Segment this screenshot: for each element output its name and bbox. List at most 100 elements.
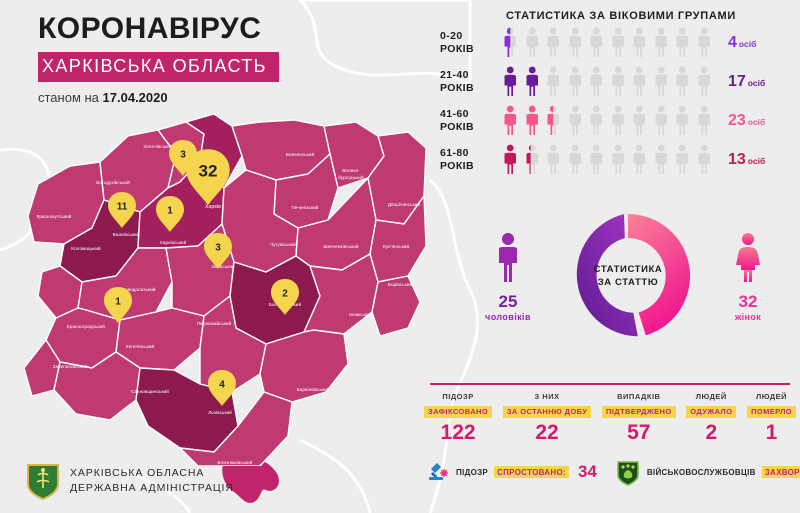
district-label: Зачепилівський [53, 363, 88, 369]
person-figure-icon [610, 66, 627, 97]
marker-value: 2 [282, 289, 288, 300]
person-figure-icon [610, 27, 627, 58]
district-label: Барвінківський [297, 386, 330, 392]
age-row: 61-80 РОКІВ 13 осіб [440, 141, 792, 178]
person-figure-icon [524, 27, 541, 58]
note-military: ВІЙСЬКОВОСЛУЖБОВЦІВ ЗАХВОРІЛО: 1 [615, 458, 800, 486]
age-row-label: 21-40 РОКІВ [440, 69, 502, 95]
age-count-block: 13 осіб [720, 151, 790, 169]
person-figure-icon [631, 105, 648, 136]
military-badge-icon [617, 461, 639, 486]
date-value: 17.04.2020 [102, 90, 168, 105]
age-count-number: 4 [728, 33, 737, 51]
age-range: 0-20 [440, 29, 463, 42]
person-figure-icon [674, 66, 691, 97]
admin-line-2: ДЕРЖАВНА АДМІНІСТРАЦІЯ [70, 482, 234, 494]
map-marker[interactable]: 32 [186, 149, 230, 206]
stat-cell: ЛЮДЕЙ ОДУЖАЛО 2 [686, 392, 737, 444]
marker-pin-shape [186, 149, 230, 206]
age-rows: 0-20 РОКІВ 4 осіб 21-40 РОКІВ 17 осіб 41-60 РОКІВ… [440, 24, 792, 178]
stat-top-label: ПІДОЗР [442, 392, 474, 401]
stats-divider [430, 383, 790, 385]
person-figure-icon [524, 66, 541, 97]
person-figure-icon [545, 144, 562, 175]
donut-center-line-1: СТАТИСТИКА [593, 263, 663, 275]
age-unit: РОКІВ [440, 42, 474, 55]
kharkiv-coat-of-arms-icon [27, 464, 59, 500]
donut-center-label: СТАТИСТИКА ЗА СТАТТЮ [560, 208, 696, 344]
marker-value: 4 [219, 380, 225, 391]
district-label: Краснокутський [37, 213, 72, 219]
map-marker[interactable]: 1 [104, 287, 132, 323]
stat-cell: ЛЮДЕЙ ПОМЕРЛО 1 [747, 392, 796, 443]
marker-value: 1 [167, 206, 173, 217]
person-figure-icon [653, 66, 670, 97]
district-label: Нововодолазький [116, 286, 155, 292]
map-marker[interactable]: 11 [108, 192, 136, 228]
district-borivskyi [371, 275, 421, 337]
map-marker[interactable]: 3 [204, 233, 232, 269]
stat-cell: ВИПАДКІВ ПІДТВЕРДЖЕНО 57 [602, 392, 676, 443]
stat-number: 22 [535, 421, 559, 444]
marker-value: 32 [199, 161, 218, 180]
district-label: Сахновщинський [131, 388, 169, 394]
date-line: станом на 17.04.2020 [38, 90, 279, 105]
male-count: 25 [498, 292, 518, 311]
person-figure-icon [631, 144, 648, 175]
person-figure-icon [567, 66, 584, 97]
person-figure-icon [631, 66, 648, 97]
person-figure-icon [502, 144, 519, 175]
note-refuted: ПІДОЗР СПРОСТОВАНО: 34 [424, 459, 597, 485]
person-figure-icon [502, 27, 519, 58]
donut-segment-female [628, 213, 691, 336]
marker-pin-shape [208, 370, 236, 406]
map-marker[interactable]: 1 [156, 196, 184, 232]
person-figure-icon [502, 105, 519, 136]
person-figure-icon [653, 105, 670, 136]
stat-highlight-label: ЗА ОСТАННЮ ДОБУ [502, 405, 592, 418]
map-marker[interactable]: 2 [271, 279, 299, 315]
age-row-label: 41-60 РОКІВ [440, 108, 502, 134]
age-range: 41-60 [440, 107, 469, 120]
age-range: 21-40 [440, 68, 469, 81]
stat-highlight-label: ОДУЖАЛО [686, 405, 737, 418]
age-count-unit: осіб [747, 116, 766, 127]
stat-highlight-label: ПІДТВЕРДЖЕНО [602, 405, 676, 418]
summary-stats-row: ПІДОЗР ЗАФІКСОВАНО 122 З НИХ ЗА ОСТАННЮ ДОБУ… [424, 392, 796, 443]
age-unit: РОКІВ [440, 159, 474, 172]
district-zachepylivskyi [23, 338, 61, 397]
person-figure-icon [610, 105, 627, 136]
microscope-icon [429, 463, 448, 480]
map-marker[interactable]: 4 [208, 370, 236, 406]
person-figure-icon [545, 66, 562, 97]
stat-number: 2 [705, 421, 718, 444]
person-figure-icon [588, 66, 605, 97]
age-count-unit: осіб [747, 155, 766, 166]
footer-logo: ХАРКІВСЬКА ОБЛАСНА ДЕРЖАВНА АДМІНІСТРАЦІ… [26, 462, 234, 500]
person-figure-icon [631, 27, 648, 58]
district-label: Вовченський [286, 151, 315, 157]
gender-statistics-panel: 25 чоловіків [460, 208, 796, 360]
kharkiv-oblast-map[interactable]: Краснокутський Богодухівський Золочівський… [8, 96, 428, 466]
person-figure-icon [567, 144, 584, 175]
marker-pin-shape [104, 287, 132, 323]
person-figure-icon [567, 105, 584, 136]
stat-number: 122 [440, 421, 476, 444]
age-unit: РОКІВ [440, 120, 474, 133]
map-svg[interactable]: Краснокутський Богодухівський Золочівський… [8, 96, 428, 466]
person-figure-icon [567, 27, 584, 58]
title-block: КОРОНАВІРУС ХАРКІВСЬКА ОБЛАСТЬ станом на… [38, 14, 279, 105]
age-count-number: 17 [728, 72, 746, 90]
stat-top-label: З НИХ [534, 392, 560, 401]
district-label: Харківський [160, 239, 187, 245]
district-label: Лозівський [208, 409, 232, 415]
female-count: 32 [738, 292, 758, 311]
district-label: Куп'янський [383, 243, 410, 249]
note-refuted-text: ПІДОЗР [456, 467, 489, 477]
district-label: Золочівський [143, 143, 173, 149]
person-figure-icon [545, 105, 562, 136]
marker-pin-shape [271, 279, 299, 315]
person-figure-icon [588, 144, 605, 175]
